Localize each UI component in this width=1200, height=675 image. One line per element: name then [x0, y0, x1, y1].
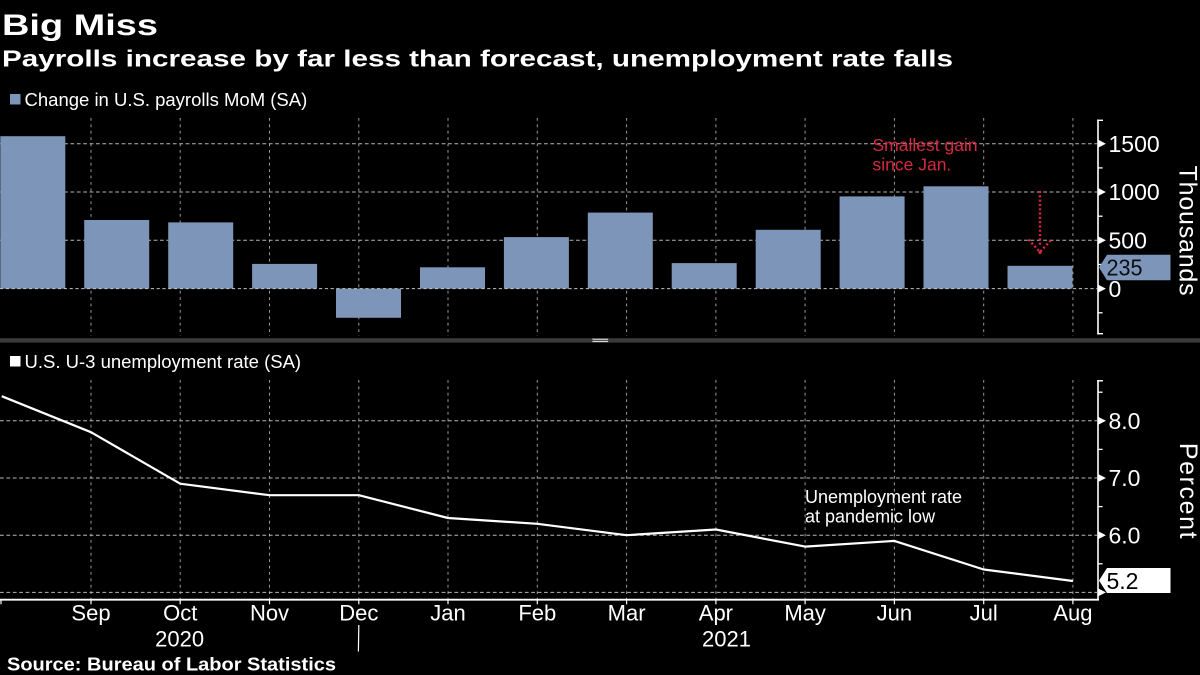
svg-text:Payrolls increase by far less: Payrolls increase by far less than forec… — [2, 46, 953, 72]
svg-text:Dec: Dec — [339, 600, 378, 625]
svg-text:since Jan.: since Jan. — [873, 154, 952, 174]
svg-text:1000: 1000 — [1109, 179, 1160, 205]
svg-text:6.0: 6.0 — [1109, 522, 1141, 548]
svg-text:0: 0 — [1109, 276, 1122, 302]
svg-text:Jul: Jul — [970, 600, 998, 625]
svg-text:Apr: Apr — [699, 600, 733, 625]
svg-text:Nov: Nov — [250, 600, 289, 625]
svg-text:5.2: 5.2 — [1107, 568, 1139, 594]
svg-text:at pandemic low: at pandemic low — [805, 506, 936, 526]
svg-text:Change in U.S. payrolls MoM (S: Change in U.S. payrolls MoM (SA) — [25, 89, 308, 110]
svg-text:Jun: Jun — [877, 600, 912, 625]
svg-text:Big Miss: Big Miss — [2, 9, 158, 42]
svg-text:U.S. U-3 unemployment rate (SA: U.S. U-3 unemployment rate (SA) — [25, 351, 302, 372]
svg-text:Percent: Percent — [1174, 443, 1200, 540]
svg-text:500: 500 — [1109, 228, 1147, 254]
svg-text:Feb: Feb — [518, 600, 556, 625]
svg-text:7.0: 7.0 — [1109, 465, 1141, 491]
svg-text:2021: 2021 — [702, 627, 751, 652]
svg-text:8.0: 8.0 — [1109, 408, 1141, 434]
svg-text:1500: 1500 — [1109, 131, 1160, 157]
svg-text:Thousands: Thousands — [1174, 166, 1200, 297]
svg-text:Source: Bureau of Labor Statis: Source: Bureau of Labor Statistics — [7, 654, 336, 674]
svg-text:Jan: Jan — [430, 600, 465, 625]
svg-text:Smallest gain: Smallest gain — [873, 135, 978, 155]
svg-text:Sep: Sep — [71, 600, 110, 625]
svg-text:235: 235 — [1107, 255, 1143, 281]
svg-text:May: May — [784, 600, 826, 625]
svg-text:Mar: Mar — [608, 600, 646, 625]
svg-text:Oct: Oct — [163, 600, 197, 625]
svg-text:Aug: Aug — [1053, 600, 1092, 625]
svg-text:2020: 2020 — [155, 627, 204, 652]
svg-text:Unemployment rate: Unemployment rate — [805, 487, 962, 507]
